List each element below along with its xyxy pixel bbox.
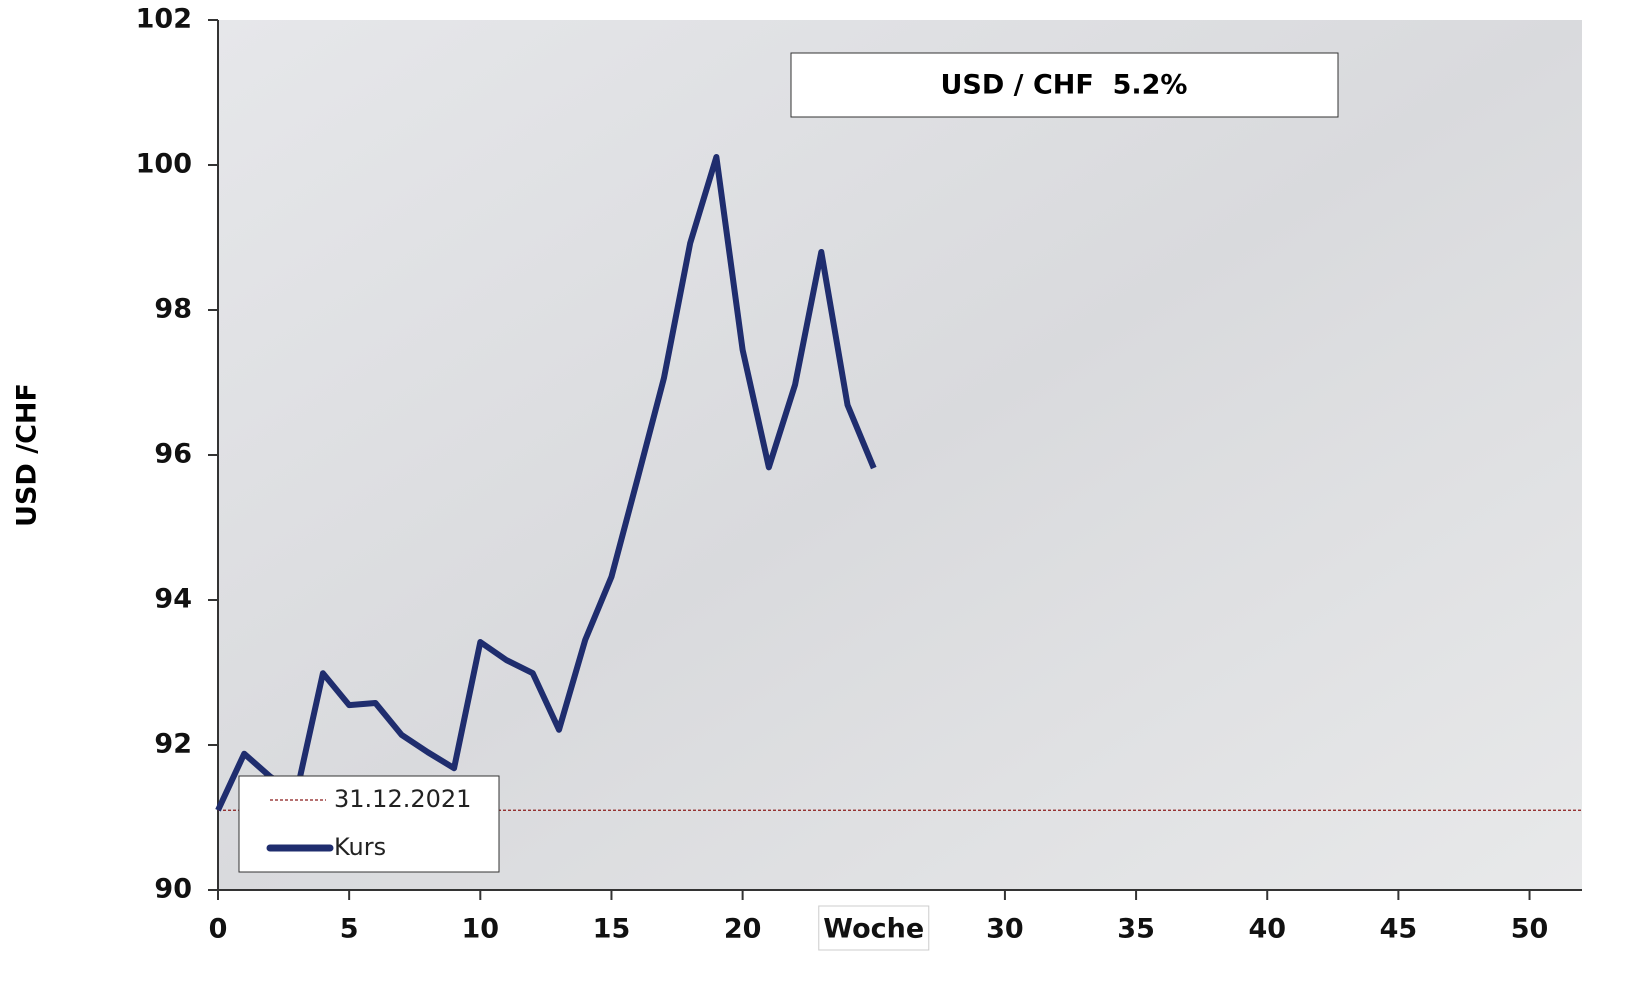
x-tick-label: 5 <box>340 914 359 945</box>
x-tick-label: 45 <box>1380 914 1418 945</box>
annotation-box <box>790 52 1339 118</box>
y-tick-label: 100 <box>136 149 192 180</box>
y-tick-label: 94 <box>154 584 192 615</box>
y-tick-label: 98 <box>154 294 192 325</box>
x-tick-label: 30 <box>986 914 1024 945</box>
y-tick-label: 90 <box>154 874 192 905</box>
y-axis-label: USD /CHF <box>12 383 43 527</box>
y-tick-label: 96 <box>154 439 192 470</box>
y-tick-label: 92 <box>154 729 192 760</box>
x-axis-label-box <box>818 905 930 951</box>
legend-label: 31.12.2021 <box>334 785 471 813</box>
x-tick-label: 35 <box>1117 914 1155 945</box>
y-tick-label: 102 <box>136 4 192 35</box>
x-axis-label: Woche <box>823 914 924 945</box>
plot-background <box>218 20 1582 890</box>
x-tick-label: 0 <box>209 914 228 945</box>
x-tick-label: 20 <box>724 914 762 945</box>
x-tick-label: 15 <box>593 914 631 945</box>
x-tick-label: 10 <box>462 914 500 945</box>
legend-box <box>238 775 500 873</box>
x-tick-label: 40 <box>1248 914 1286 945</box>
annotation: USD / CHF 5.2% <box>941 70 1188 101</box>
legend-label: Kurs <box>334 833 386 861</box>
x-tick-label: 50 <box>1511 914 1549 945</box>
line-series <box>215 154 877 812</box>
